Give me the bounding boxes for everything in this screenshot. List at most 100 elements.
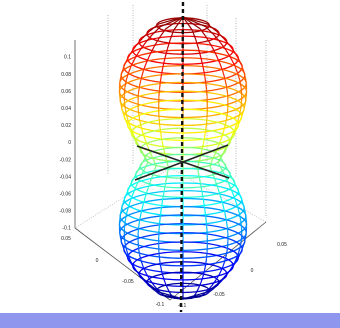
surface-meridian [137,226,140,235]
surface-meridian [130,44,137,53]
y-tick-label: 0.05 [277,242,287,248]
surface-meridian [230,57,236,66]
surface-meridian [205,26,215,36]
surface-meridian [195,288,200,294]
surface-meridian [218,267,224,275]
surface-meridian [137,85,141,93]
surface-meridian [197,48,202,58]
surface-meridian [240,221,243,229]
surface-meridian [213,281,221,289]
box-edge [169,167,267,223]
surface-meridian [147,181,152,190]
surface-meridian [127,255,132,263]
surface-meridian [159,215,161,224]
surface-meridian [226,226,229,235]
surface-meridian [158,16,184,25]
x-tick-label: -0.1 [156,302,165,308]
surface-meridian [201,143,204,150]
surface-meridian [130,263,137,272]
surface-meridian [125,72,130,81]
surface-meridian [130,57,136,66]
surface-meridian [207,284,217,293]
surface-meridian [163,149,166,156]
surface-meridian [149,152,154,160]
surface-meridian [243,73,247,81]
surface-meridian [140,261,145,268]
surface-meridian [243,207,247,215]
surface-meridian [121,242,125,250]
surface-meridian [182,16,201,30]
surface-meridian [205,89,208,97]
surface-meridian [130,191,135,200]
surface-meridian [134,49,141,59]
surface-meridian [138,113,141,121]
surface-meridian [225,49,232,59]
surface-meridian [149,45,155,55]
surface-meridian [215,277,224,286]
surface-meridian [238,59,243,67]
y-tick-label: -0.05 [213,292,225,298]
surface-meridian [234,255,239,263]
surface-meridian [139,77,142,86]
z-tick-label: -0.02 [60,157,72,163]
surface-meridian [158,81,161,90]
surface-meridian [199,28,208,39]
surface-meridian [229,44,236,53]
surface-meridian [212,173,217,182]
surface-meridian [234,65,239,73]
surface-meridian [145,273,151,281]
surface-meridian [169,30,175,40]
surface-meridian [162,276,166,283]
surface-meridian [204,207,207,216]
surface-meridian [142,30,151,39]
surface-meridian [213,34,221,43]
surface-meridian [205,288,215,296]
z-tick-label: -0.08 [60,209,72,215]
surface-meridian [151,26,161,36]
surface-meridian [119,207,123,215]
surface-meridian [205,258,208,265]
z-tick-label: 0.02 [61,123,71,129]
z-tick-label: 0.06 [61,89,71,95]
surface-meridian [127,199,132,207]
surface-meridian [140,150,146,159]
surface-meridian [119,73,123,81]
surface-meridian [206,37,213,47]
surface-meridian [239,79,242,88]
surface-meridian [140,204,144,213]
surface-meridian [142,62,148,71]
surface-meridian [144,188,149,197]
surface-meridian [198,155,202,162]
surface-meridian [222,204,226,213]
tick-labels: -0.1 -0.08 -0.06 -0.04 -0.02 0 0.02 0.04 0.06 0.0… [60,55,287,309]
surface-meridian [215,273,221,281]
surface-meridian [125,249,130,257]
surface-meridian [202,270,205,278]
surface-meridian [224,143,230,152]
surface-meridian [203,264,207,272]
surface-meridian [236,115,241,123]
surface-meridian [166,167,170,177]
surface-meridian [206,285,213,292]
surface-meridian [142,277,151,286]
surface-meridian [163,183,166,193]
surface-meridian [132,136,138,145]
surface-meridian [160,199,164,208]
surface-meridian [126,256,132,265]
surface-meridian [133,135,138,143]
surface-meridian [245,80,248,88]
surface-meridian [238,115,243,124]
cross-line [134,144,229,181]
surface-meridian [196,167,200,177]
surface-meridian [215,54,221,63]
surface-meridian [164,175,168,185]
surface-meridian [121,66,125,74]
y-tick-label: 0 [251,268,254,274]
surface-meridian [221,261,226,268]
surface-meridian [224,211,227,220]
surface-meridian [166,39,171,49]
surface-meridian [124,213,128,222]
surface-meridian [224,77,227,86]
surface-meridian [123,59,128,67]
surface-meridian [137,247,141,255]
